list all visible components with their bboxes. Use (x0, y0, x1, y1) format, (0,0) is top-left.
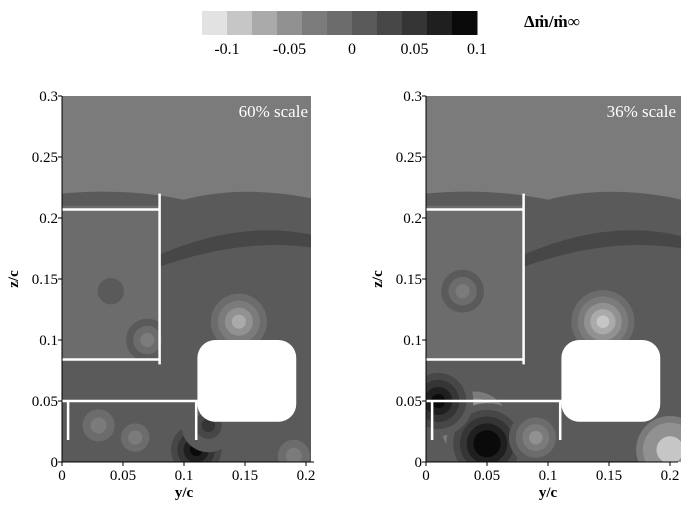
colorbar-swatch (452, 11, 478, 35)
outline-wheel (561, 340, 661, 422)
colorbar-swatch (227, 11, 253, 35)
contour-level (529, 430, 543, 445)
colorbar-swatch (202, 11, 228, 35)
x-axis-label: y/c (539, 485, 558, 501)
y-tick-label: 0.15 (396, 272, 422, 288)
colorbar-swatch (277, 11, 303, 35)
axes-36: 0 0.05 0.1 0.15 0.2 0.25 0.3 0 0.05 0.1 0.15 0.2 y/c… (370, 89, 679, 501)
contour-level (596, 315, 610, 329)
x-tick-label: 0.15 (232, 468, 258, 484)
y-tick-label: 0.05 (32, 394, 58, 410)
y-tick-label: 0 (51, 455, 59, 471)
colorbar-swatch (427, 11, 453, 35)
model-outline-60 (62, 193, 297, 441)
x-tick-label: 0.2 (297, 468, 316, 484)
colorbar-swatch (302, 11, 328, 35)
axes-60: 0 0.05 0.1 0.15 0.2 0.25 0.3 0 0.05 0.1 0.15 0.2 y/c… (6, 89, 315, 501)
model-outline-36 (426, 193, 661, 441)
colorbar-swatch (377, 11, 403, 35)
x-tick-label: 0.05 (110, 468, 136, 484)
colorbar-tick-label: 0 (348, 41, 356, 58)
contour-region (159, 230, 311, 267)
y-tick-label: 0 (415, 455, 423, 471)
scale-label-36: 36% scale (607, 102, 676, 121)
colorbar: -0.1 -0.05 0 0.05 0.1 Δṁ/ṁ∞ (202, 11, 580, 58)
outline-body (426, 399, 562, 441)
colorbar-tick-label: -0.1 (214, 41, 239, 58)
y-tick-label: 0.05 (396, 394, 422, 410)
y-axis-label: z/c (370, 270, 386, 288)
contour-region (426, 96, 681, 200)
colorbar-title: Δṁ/ṁ∞ (524, 12, 580, 31)
y-tick-label: 0.2 (39, 211, 58, 227)
contour-fill-60 (62, 96, 311, 462)
contour-level (140, 332, 155, 348)
x-tick-label: 0 (422, 468, 430, 484)
panel-60-scale: 60% scale 0 0.05 0.1 0.15 0.2 0.25 0.3 0 0.05 0.1… (6, 89, 315, 501)
y-tick-label: 0.3 (403, 89, 422, 105)
outline-body (62, 399, 198, 441)
x-tick-label: 0.05 (474, 468, 500, 484)
y-tick-label: 0.15 (32, 272, 58, 288)
colorbar-tick-label: 0.05 (401, 41, 429, 58)
panel-36-scale: 36% scale 0 0.05 0.1 0.15 0.2 0.25 0.3 0 0.05 0.1… (370, 89, 681, 501)
colorbar-swatch (402, 11, 428, 35)
x-tick-label: 0 (58, 468, 66, 484)
colorbar-swatch (327, 11, 353, 35)
contour-level (201, 418, 216, 433)
contour-level (104, 284, 118, 298)
y-tick-label: 0.1 (403, 333, 422, 349)
x-tick-label: 0.15 (596, 468, 622, 484)
contour-level (663, 443, 677, 457)
y-tick-label: 0.25 (32, 150, 58, 166)
y-tick-label: 0.25 (396, 150, 422, 166)
contour-region (523, 230, 681, 267)
colorbar-swatch (252, 11, 278, 35)
y-axis-label: z/c (6, 270, 22, 288)
contour-level (231, 314, 246, 329)
x-tick-label: 0.1 (539, 468, 558, 484)
contour-region (62, 96, 311, 200)
contour-level (90, 417, 107, 434)
y-tick-label: 0.3 (39, 89, 58, 105)
x-tick-label: 0.2 (661, 468, 680, 484)
contour-level (285, 447, 302, 462)
scale-label-60: 60% scale (239, 102, 308, 121)
colorbar-swatches (202, 11, 478, 35)
contour-level (480, 436, 494, 451)
y-tick-label: 0.2 (403, 211, 422, 227)
colorbar-tick-label: -0.05 (273, 41, 306, 58)
x-tick-label: 0.1 (175, 468, 194, 484)
x-axis-label: y/c (175, 485, 194, 501)
outline-wheel (197, 340, 297, 422)
colorbar-tick-label: 0.1 (467, 41, 487, 58)
colorbar-tick-labels: -0.1 -0.05 0 0.05 0.1 (214, 41, 487, 58)
colorbar-swatch (352, 11, 378, 35)
contour-level (455, 284, 470, 299)
y-tick-label: 0.1 (39, 333, 58, 349)
contour-level (128, 430, 143, 445)
